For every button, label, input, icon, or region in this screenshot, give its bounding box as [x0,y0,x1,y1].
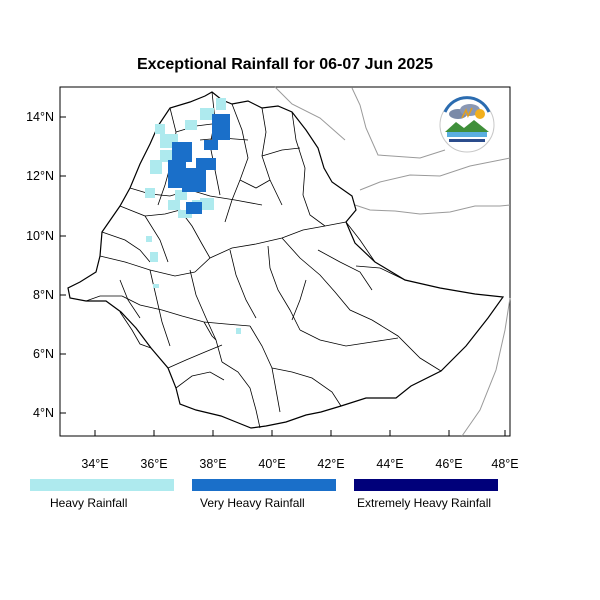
x-tick-label: 46°E [435,457,462,471]
x-tick-label: 44°E [376,457,403,471]
y-tick-label: 10°N [26,229,54,243]
legend-label-very-heavy: Very Heavy Rainfall [200,496,305,510]
map-title: Exceptional Rainfall for 06-07 Jun 2025 [136,56,434,73]
neighbour-borders [274,86,511,437]
x-tick-label: 36°E [140,457,167,471]
y-tick-label: 14°N [26,110,54,124]
y-tick-label: 6°N [33,347,54,361]
tick-marks [60,116,506,436]
legend-label-heavy: Heavy Rainfall [50,496,128,510]
legend-swatch-very-heavy [192,479,336,491]
plot-frame [59,86,511,437]
y-tick-label: 4°N [33,406,54,420]
y-tick-label: 8°N [33,288,54,302]
legend-swatch-heavy [30,479,174,491]
heavy-rainfall-cells [145,98,241,334]
country-outline [67,91,505,429]
legend-swatch-extremely-heavy [354,479,498,491]
admin-boundaries [85,91,442,429]
institute-logo [439,96,495,153]
x-tick-label: 42°E [317,457,344,471]
y-tick-label: 12°N [26,169,54,183]
legend-label-extremely-heavy: Extremely Heavy Rainfall [357,496,492,510]
very-heavy-rainfall-cells [168,114,230,214]
x-tick-label: 40°E [258,457,285,471]
x-tick-label: 48°E [491,457,518,471]
x-tick-label: 34°E [81,457,108,471]
x-tick-label: 38°E [199,457,226,471]
